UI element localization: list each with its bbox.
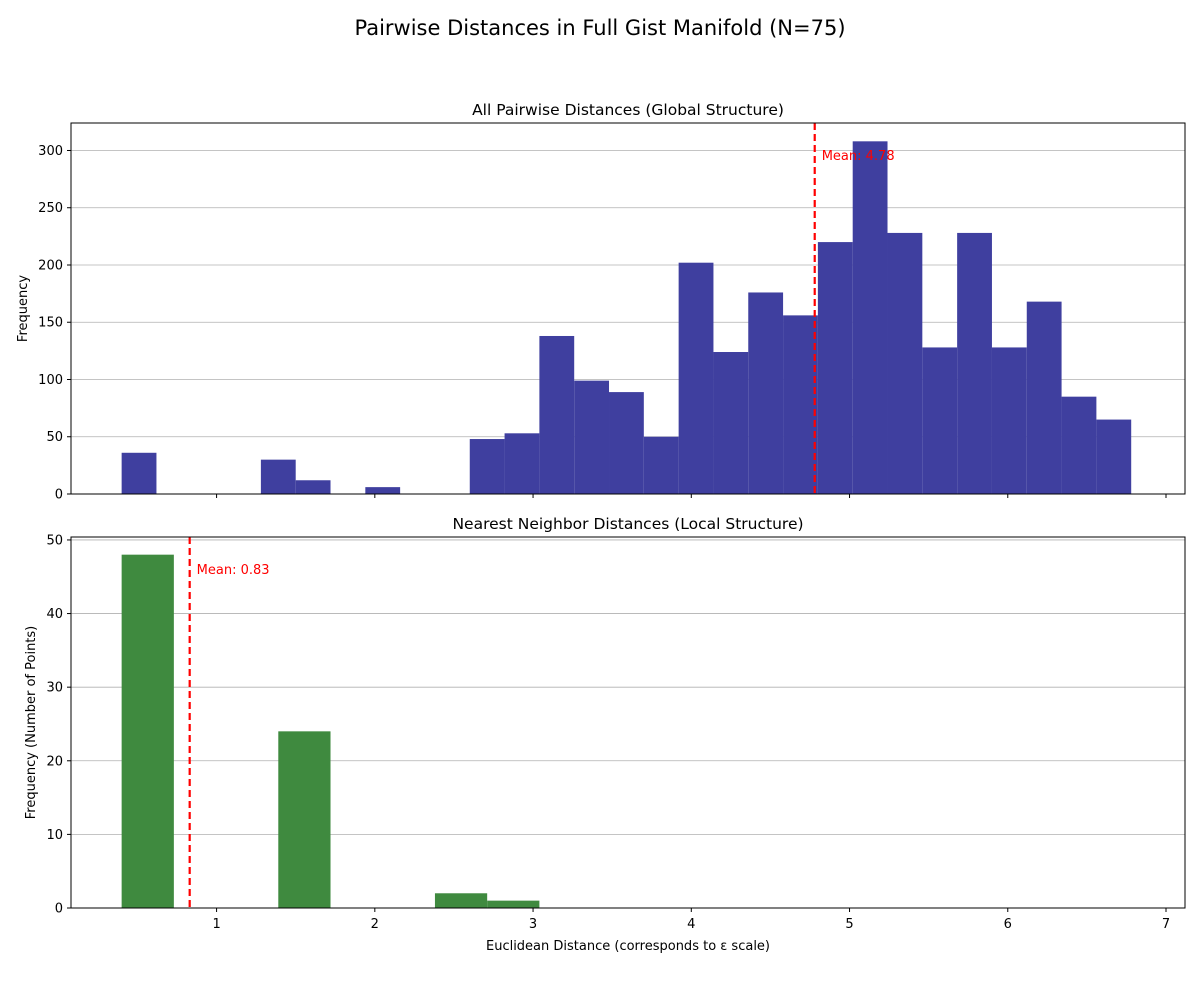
histogram-bar xyxy=(260,459,296,494)
y-tick-label: 20 xyxy=(46,754,63,769)
histogram-bar xyxy=(922,347,958,494)
y-tick-label: 10 xyxy=(46,828,63,843)
histogram-bar xyxy=(748,292,784,494)
axes-frame xyxy=(70,122,1186,495)
histogram-bar xyxy=(817,242,853,494)
x-tick-label: 4 xyxy=(687,917,695,932)
mean-label: Mean: 4.78 xyxy=(822,149,895,164)
histogram-bar xyxy=(1061,396,1097,494)
histogram-bar xyxy=(713,352,749,494)
subplot-title: Nearest Neighbor Distances (Local Struct… xyxy=(452,515,803,533)
histogram-bar xyxy=(434,893,488,908)
axes-frame xyxy=(70,536,1186,909)
histogram-bar xyxy=(678,262,714,494)
x-tick-label: 7 xyxy=(1162,917,1170,932)
x-tick-label: 3 xyxy=(529,917,537,932)
y-tick-label: 0 xyxy=(55,902,63,917)
y-axis-label: Frequency xyxy=(16,275,31,342)
y-tick-label: 150 xyxy=(38,316,63,331)
y-tick-label: 0 xyxy=(55,488,63,503)
x-tick-label: 2 xyxy=(371,917,379,932)
histogram-bar xyxy=(991,347,1027,494)
histogram-bar xyxy=(487,900,540,908)
subplot-title: All Pairwise Distances (Global Structure… xyxy=(472,101,784,119)
histogram-bar xyxy=(469,439,505,494)
mean-label: Mean: 0.83 xyxy=(197,563,270,578)
y-tick-label: 50 xyxy=(46,533,63,548)
figure-title: Pairwise Distances in Full Gist Manifold… xyxy=(354,16,846,40)
x-tick-label: 1 xyxy=(212,917,220,932)
histogram-bar xyxy=(1096,419,1132,494)
histogram-bar xyxy=(1026,301,1062,494)
y-tick-label: 300 xyxy=(38,144,63,159)
histogram-bar xyxy=(278,731,331,908)
y-tick-label: 200 xyxy=(38,258,63,273)
histogram-bar xyxy=(609,392,644,494)
histogram-bar xyxy=(504,433,540,494)
histogram-bar xyxy=(643,436,679,494)
histogram-bar xyxy=(121,554,174,908)
y-tick-label: 40 xyxy=(46,607,63,622)
histogram-bar xyxy=(887,232,923,495)
y-axis-label: Frequency (Number of Points) xyxy=(24,626,39,820)
x-tick-label: 6 xyxy=(1004,917,1012,932)
histogram-bar xyxy=(957,232,992,495)
y-tick-label: 30 xyxy=(46,681,63,696)
y-tick-label: 50 xyxy=(46,430,63,445)
histogram-bar xyxy=(783,315,818,494)
histogram-bar xyxy=(295,480,331,494)
histogram-bar xyxy=(365,487,401,494)
histogram-bar xyxy=(539,335,575,494)
chart-panel-2: Mean: 0.83 0 10 20 30 40 50 1 2 3 4 5 6 7 Nearest Neig… xyxy=(24,515,1186,954)
x-tick-label: 5 xyxy=(845,917,853,932)
y-tick-label: 100 xyxy=(38,373,63,388)
histogram-bar xyxy=(121,452,157,494)
histogram-bar xyxy=(852,141,888,494)
histogram-bar xyxy=(574,380,610,494)
y-tick-label: 250 xyxy=(38,201,63,216)
x-axis-label: Euclidean Distance (corresponds to ε sca… xyxy=(486,939,770,954)
chart-panel-1: Mean: 4.78 0 50 100 150 200 250 300 All Pairwise… xyxy=(16,101,1186,503)
